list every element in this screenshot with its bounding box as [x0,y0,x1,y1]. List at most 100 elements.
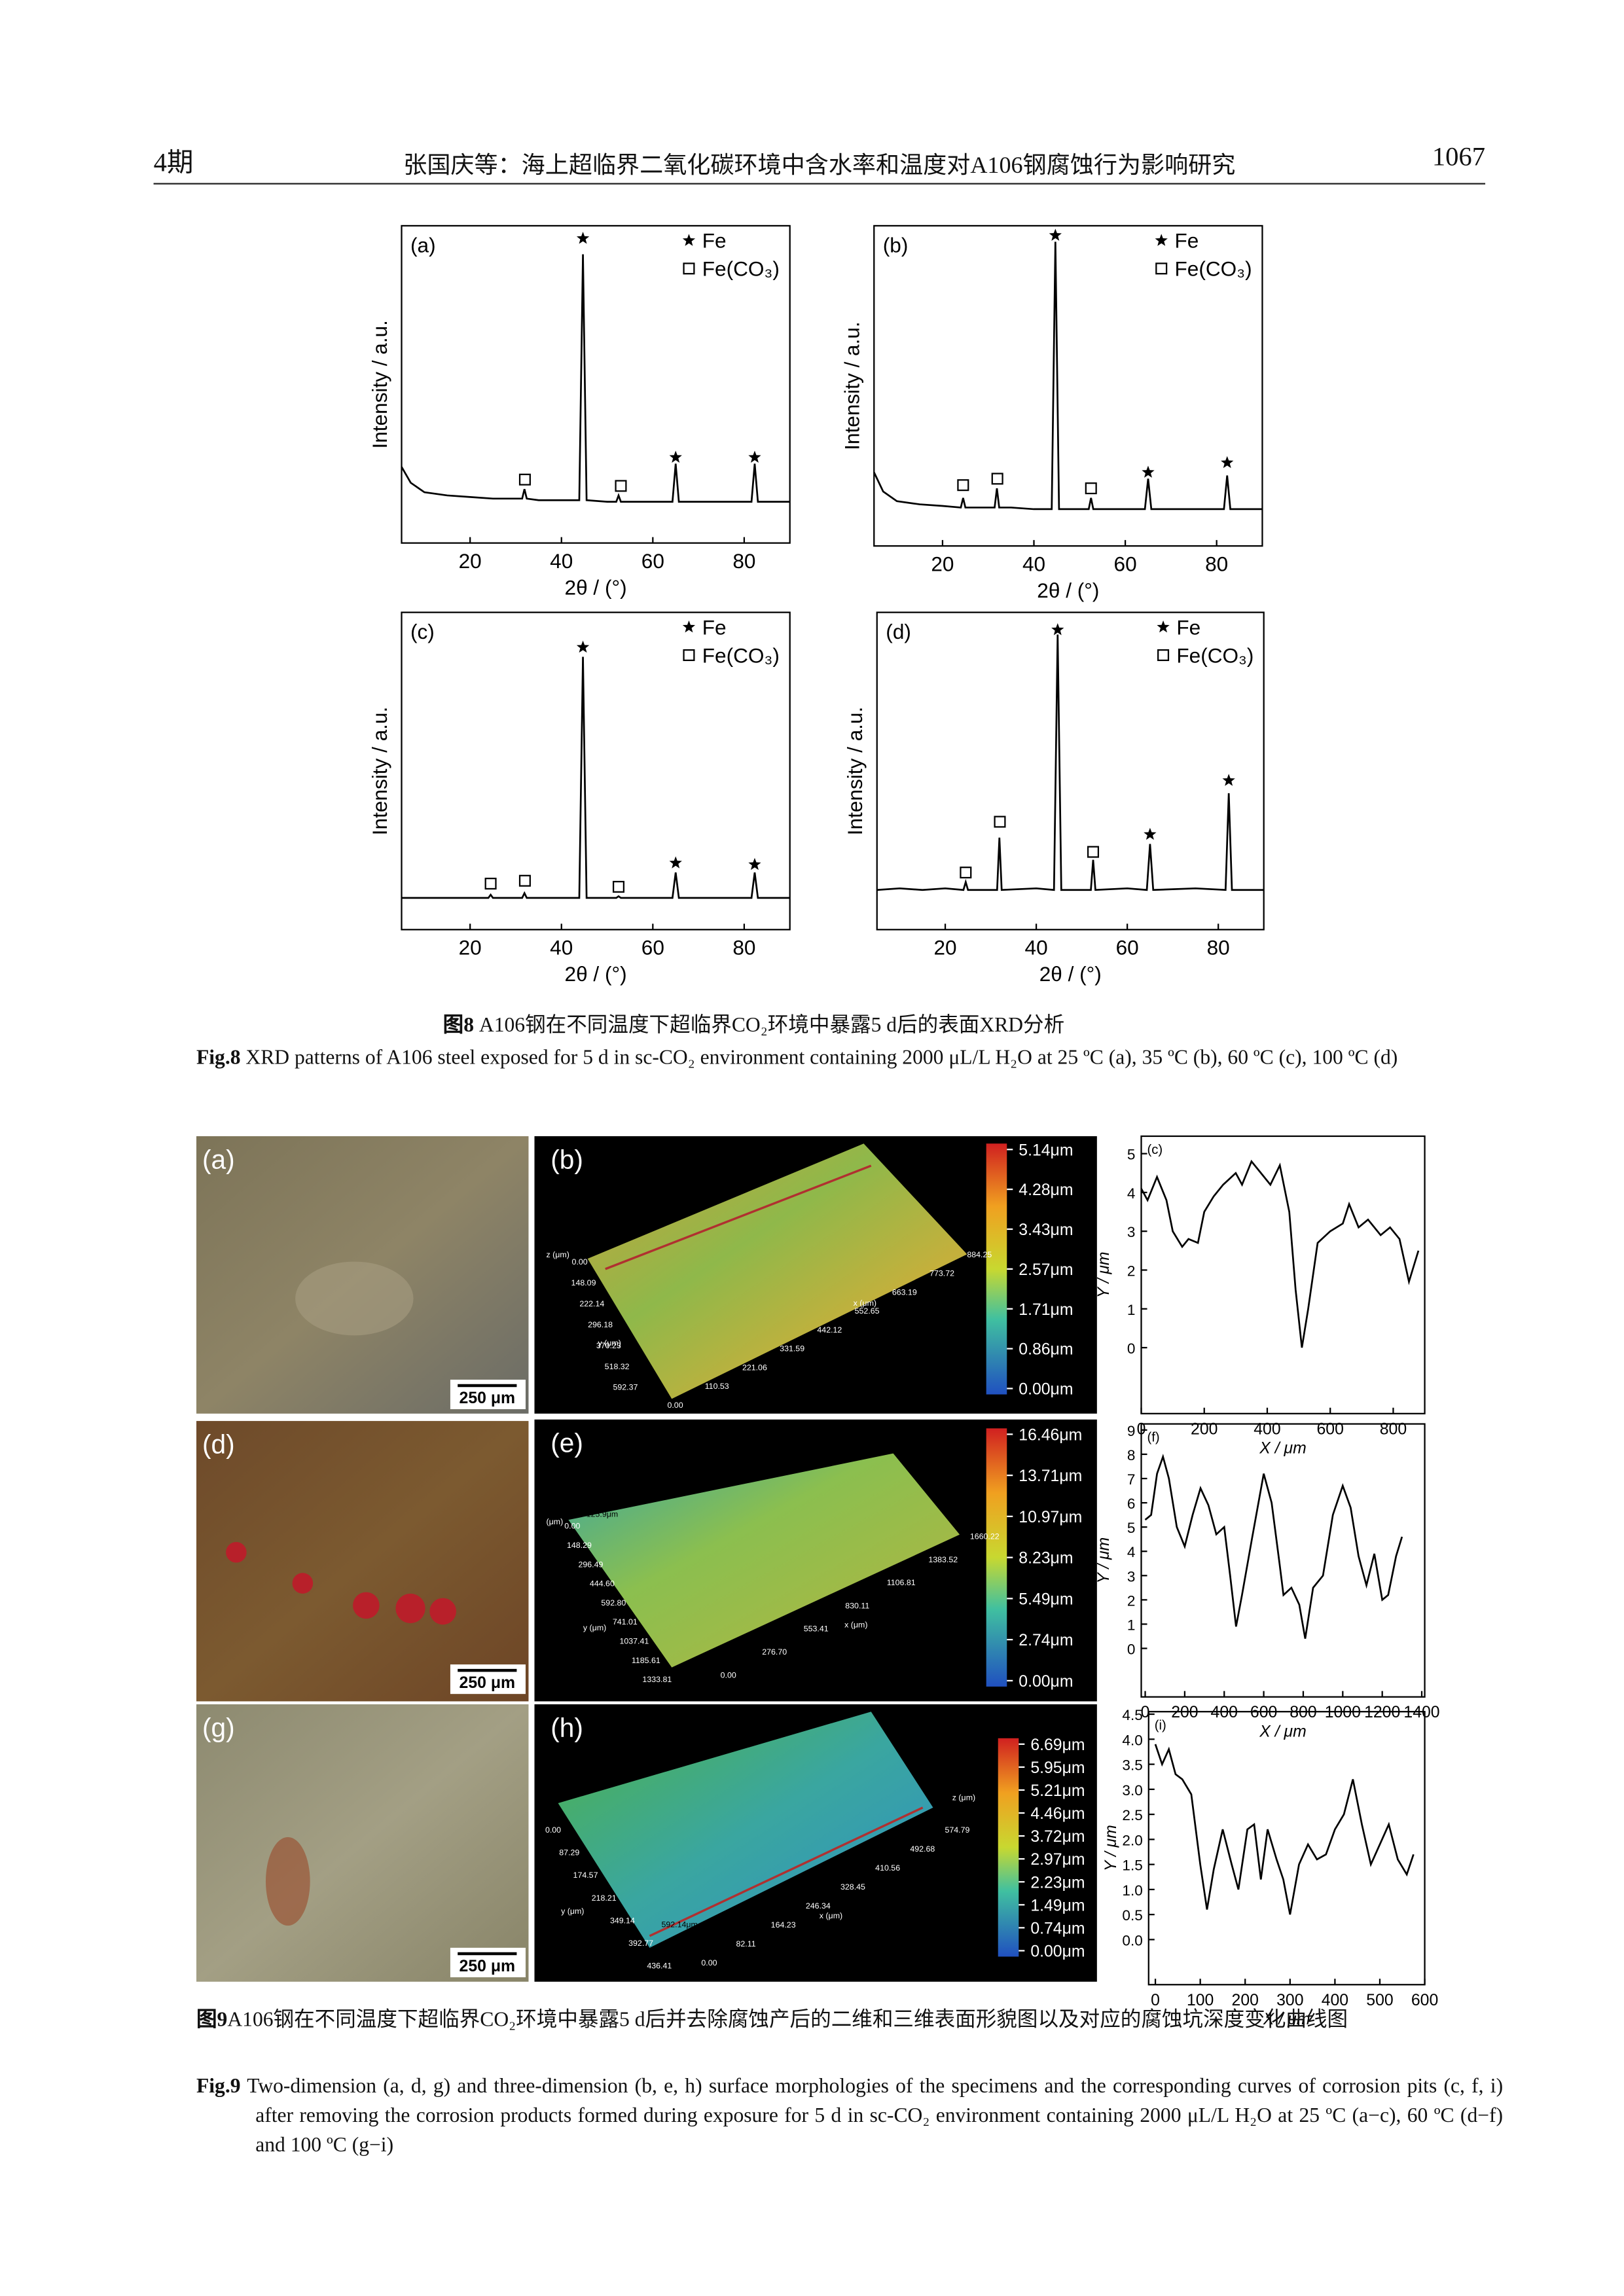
plot-frame [401,224,791,544]
peak-marker [612,880,625,893]
panel-label: (d) [202,1429,235,1460]
y-axis-label: Intensity / a.u. [843,707,867,835]
legend-label: Fe [1175,229,1199,253]
x-tick-label: 552.65 [855,1306,880,1316]
data-line [1140,1159,1420,1348]
legend-symbol [682,234,696,246]
caption-label: Fig.9 [196,2076,241,2098]
legend-symbol [683,649,695,662]
y-tick-label: 349.14 [610,1916,635,1925]
peak-marker [1051,623,1064,636]
x-axis-label: 2θ / (°) [1039,962,1102,986]
caption-label: 图8 [442,1015,475,1037]
y-tick-label: 87.29 [559,1848,579,1857]
panel-label: (d) [886,620,911,643]
x-tick-label: 1200 [1364,1704,1400,1721]
x-axis-label: 2θ / (°) [565,962,627,986]
panel-label: (h) [550,1713,583,1743]
fig9-caption-cn: 图9A106钢在不同温度下超临界CO₂环境中暴露5 d后并去除腐蚀产后的二维和三… [196,2007,1489,2036]
data-line [401,656,790,899]
caption-label: Fig.8 [196,1047,241,1070]
y-tick-label: 370.23 [596,1341,621,1350]
colorbar-label: 0.00μm [1019,1673,1073,1691]
y-tick-label: 741.01 [613,1617,638,1626]
y-tick-label: 296.18 [588,1320,613,1329]
x-tick-label: 20 [931,552,954,575]
peak-marker [1144,827,1157,840]
x-tick-label: 328.45 [840,1882,865,1892]
x-tick-label: 410.56 [875,1863,900,1873]
legend-symbol [1155,262,1168,275]
x-axis-label: 2θ / (°) [565,576,627,600]
y-tick-label: 296.49 [578,1560,603,1569]
texture [295,1261,414,1336]
x-tick-label: 600 [1317,1420,1344,1438]
x-tick-label: 82.11 [736,1939,756,1948]
y-tick-label: 6 [1127,1496,1136,1512]
colorbar-label: 2.74μm [1019,1632,1073,1649]
y-axis-label: Y / μm [1095,1537,1113,1584]
marker-label: 592.14μm [661,1920,697,1929]
data-line [1144,1454,1403,1639]
x-tick-label: 800 [1290,1704,1316,1721]
x-tick-label: 492.68 [910,1844,935,1854]
x-tick-label: 663.19 [892,1287,917,1297]
x-tick-label: 80 [732,549,755,573]
caption-text: A106钢在不同温度下超临界CO₂环境中暴露5 d后的表面XRD分析 [478,1015,1065,1037]
y-tick-label: 1.0 [1122,1882,1142,1899]
colorbar-label: 3.72μm [1030,1828,1085,1846]
panel-label: (e) [550,1427,583,1458]
x-tick-label: 553.41 [804,1624,829,1634]
x-tick-label: 400 [1322,1992,1348,2009]
y-tick-label: 0.0 [1122,1932,1142,1948]
colorbar-label: 5.21μm [1030,1782,1085,1800]
colorbar-label: 4.46μm [1030,1805,1085,1823]
colorbar-label: 0.00μm [1019,1381,1073,1399]
x-tick-label: 300 [1276,1992,1303,2009]
x-tick-label: 400 [1254,1420,1280,1438]
x-tick-label: 246.34 [806,1901,831,1910]
colorbar-label: 2.57μm [1019,1261,1073,1279]
y-tick-label: 444.60 [590,1579,615,1588]
panel-label: (c) [1147,1143,1163,1157]
peak-marker [994,816,1006,828]
plot-frame [1140,1135,1426,1414]
legend-label: Fe(CO₃) [702,257,780,281]
y-tick-label: 4.5 [1122,1707,1142,1723]
x-tick-label: 40 [550,936,573,960]
x-tick-label: 0.00 [701,1958,717,1967]
plot-frame [1147,1711,1426,1986]
caption-text: XRD patterns of A106 steel exposed for 5… [245,1047,1398,1070]
colorbar-label: 16.46μm [1019,1426,1082,1444]
y-tick-label: 4.0 [1122,1732,1142,1748]
axis-label: y (μm) [583,1623,606,1632]
y-tick-label: 7 [1127,1471,1136,1488]
y-tick-label: 0.00 [572,1257,588,1266]
y-tick-label: 218.21 [592,1893,617,1903]
x-tick-label: 200 [1171,1704,1198,1721]
y-tick-label: 392.77 [628,1939,653,1948]
x-tick-label: 276.70 [762,1647,787,1657]
caption-text: A106钢在不同温度下超临界CO₂环境中暴露5 d后并去除腐蚀产后的二维和三维表… [227,2009,1348,2032]
colorbar-label: 8.23μm [1019,1550,1073,1568]
colorbar-label: 0.86μm [1019,1341,1073,1359]
peak-marker [518,874,531,887]
scale-bar-label: 250 μm [460,1674,516,1692]
data-line [401,254,790,503]
photo [196,1421,529,1702]
x-tick-label: 400 [1211,1704,1238,1721]
caption-label: 图9 [196,2009,228,2032]
colorbar [986,1428,1007,1687]
plot-frame [1140,1423,1426,1698]
colorbar-label: 2.23μm [1030,1874,1085,1892]
peak-marker [1222,774,1235,786]
x-axis-label: 2θ / (°) [1037,579,1099,602]
colorbar [986,1143,1007,1395]
x-tick-label: 40 [1022,552,1045,575]
x-tick-label: 1106.81 [887,1578,916,1587]
y-tick-label: 1 [1127,1617,1136,1633]
x-tick-label: 331.59 [780,1344,804,1354]
surface-3d [587,1143,967,1399]
x-tick-label: 1400 [1403,1704,1439,1721]
